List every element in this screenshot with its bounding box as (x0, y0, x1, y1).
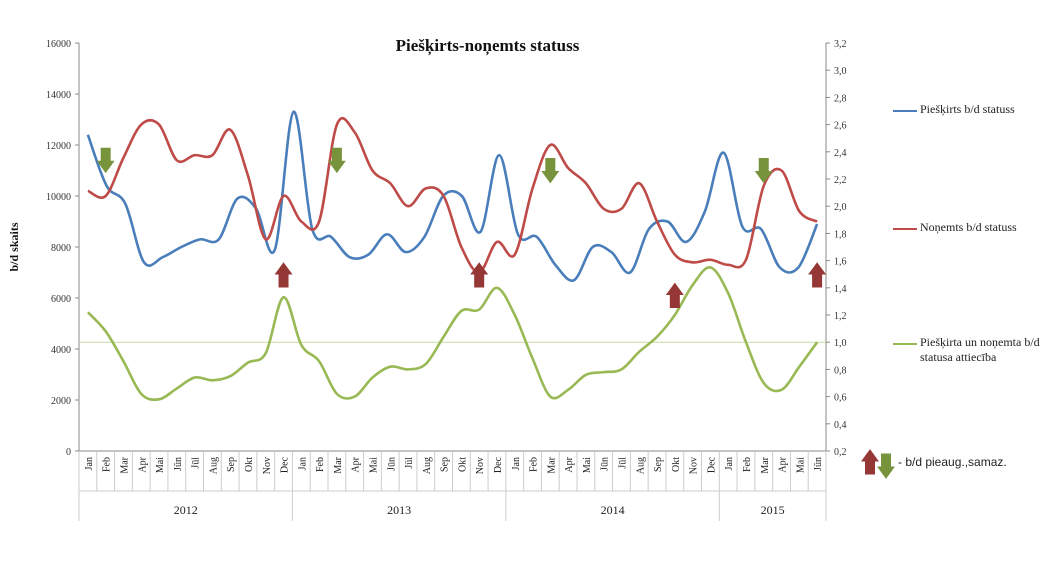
y-tick-label-left: 10000 (46, 192, 71, 203)
y-tick-label-left: 16000 (46, 39, 71, 50)
x-month-label: Apr (564, 456, 575, 472)
x-month-label: Jūn (813, 457, 824, 471)
x-month-label: Jūn (173, 457, 184, 471)
series-line-removed (87, 117, 818, 274)
y-tick-label-left: 4000 (51, 345, 71, 356)
y-tick-label-right: 2,8 (834, 93, 847, 104)
y-tick-label-right: 1,0 (834, 338, 847, 349)
x-month-label: Mai (795, 457, 806, 473)
x-month-label: Jan (84, 457, 95, 470)
x-month-label: Okt (457, 457, 468, 472)
x-month-label: Okt (244, 457, 255, 472)
arrow-down-icon (541, 158, 560, 184)
y-tick-label-left: 12000 (46, 141, 71, 152)
x-month-label: Jan (511, 457, 522, 470)
x-month-label: Jūn (386, 457, 397, 471)
legend-arrow-note: - b/d pieaug.,samaz. (898, 455, 1007, 469)
y-tick-label-left: 14000 (46, 90, 71, 101)
x-month-label: Nov (689, 457, 700, 474)
x-month-label: Sep (440, 457, 451, 472)
legend-item-removed: Noņemts b/d statuss (920, 220, 1017, 234)
legend-item-ratio: Piešķirta un noņemta b/d statusa attiecī… (920, 335, 1040, 364)
x-month-label: Feb (742, 457, 753, 472)
x-year-label: 2014 (601, 503, 625, 517)
x-month-label: Sep (653, 457, 664, 472)
arrow-up-icon (665, 282, 684, 308)
x-month-label: Dec (280, 456, 291, 473)
x-month-label: Dec (706, 456, 717, 473)
arrow-up-icon (808, 262, 827, 288)
legend-swatch-granted (893, 110, 917, 112)
legend-item-granted: Piešķirts b/d statuss (920, 102, 1015, 116)
x-month-label: Aug (208, 457, 219, 474)
arrow-down-icon (754, 158, 773, 184)
arrow-up-icon (470, 262, 489, 288)
x-year-label: 2012 (174, 503, 198, 517)
y-tick-label-right: 2,2 (834, 175, 847, 186)
x-month-label: Mar (119, 456, 130, 473)
y-tick-label-right: 2,6 (834, 121, 847, 132)
x-month-label: Mar (760, 456, 771, 473)
y-tick-label-left: 8000 (51, 243, 71, 254)
y-tick-label-right: 0,8 (834, 365, 847, 376)
x-month-label: Jūn (600, 457, 611, 471)
y-tick-label-right: 1,2 (834, 311, 847, 322)
y-tick-label-right: 1,4 (834, 284, 847, 295)
y-tick-label-right: 1,8 (834, 229, 847, 240)
x-month-label: Aug (422, 457, 433, 474)
x-month-label: Mar (333, 456, 344, 473)
y-tick-label-right: 0,2 (834, 447, 847, 458)
x-month-label: Aug (635, 457, 646, 474)
series-line-granted (86, 110, 819, 282)
x-month-label: Apr (137, 456, 148, 472)
chart-title: Piešķirts-noņemts statuss (396, 36, 580, 56)
legend-swatch-ratio (893, 343, 917, 345)
x-month-label: Feb (529, 457, 540, 472)
series-line-ratio (86, 266, 819, 402)
y-axis-label: b/d skaits (7, 222, 21, 271)
x-month-label: Dec (493, 456, 504, 473)
x-month-label: Jūl (404, 457, 415, 469)
x-month-label: Apr (351, 456, 362, 472)
x-year-label: 2013 (387, 503, 411, 517)
x-year-label: 2015 (761, 503, 785, 517)
y-tick-label-left: 0 (66, 447, 71, 458)
x-month-label: Nov (262, 457, 273, 474)
x-month-label: Feb (315, 457, 326, 472)
x-month-label: Feb (102, 457, 113, 472)
x-month-label: Mai (155, 457, 166, 473)
x-month-label: Nov (475, 457, 486, 474)
x-month-label: Jan (724, 457, 735, 470)
arrow-down-icon (327, 147, 346, 174)
x-month-label: Jūl (191, 457, 202, 469)
x-month-label: Sep (226, 457, 237, 472)
x-month-label: Jan (297, 457, 308, 470)
x-month-label: Mai (582, 457, 593, 473)
y-tick-label-right: 2,4 (834, 148, 847, 159)
legend-swatch-removed (893, 228, 917, 230)
x-month-label: Apr (778, 456, 789, 472)
y-tick-label-right: 0,4 (834, 420, 847, 431)
legend-arrow-down-icon (877, 453, 895, 479)
legend-arrow-up-icon (861, 449, 879, 475)
x-month-label: Jūl (617, 457, 628, 469)
y-tick-label-left: 6000 (51, 294, 71, 305)
y-tick-label-right: 0,6 (834, 393, 847, 404)
y-tick-label-right: 1,6 (834, 257, 847, 268)
y-tick-label-left: 2000 (51, 396, 71, 407)
x-month-label: Mai (368, 457, 379, 473)
y-tick-label-right: 3,2 (834, 39, 847, 50)
y-tick-label-right: 3,0 (834, 66, 847, 77)
x-month-label: Mar (546, 456, 557, 473)
arrow-up-icon (274, 262, 293, 288)
arrow-down-icon (96, 147, 115, 174)
x-month-label: Okt (671, 457, 682, 472)
y-tick-label-right: 2,0 (834, 202, 847, 213)
